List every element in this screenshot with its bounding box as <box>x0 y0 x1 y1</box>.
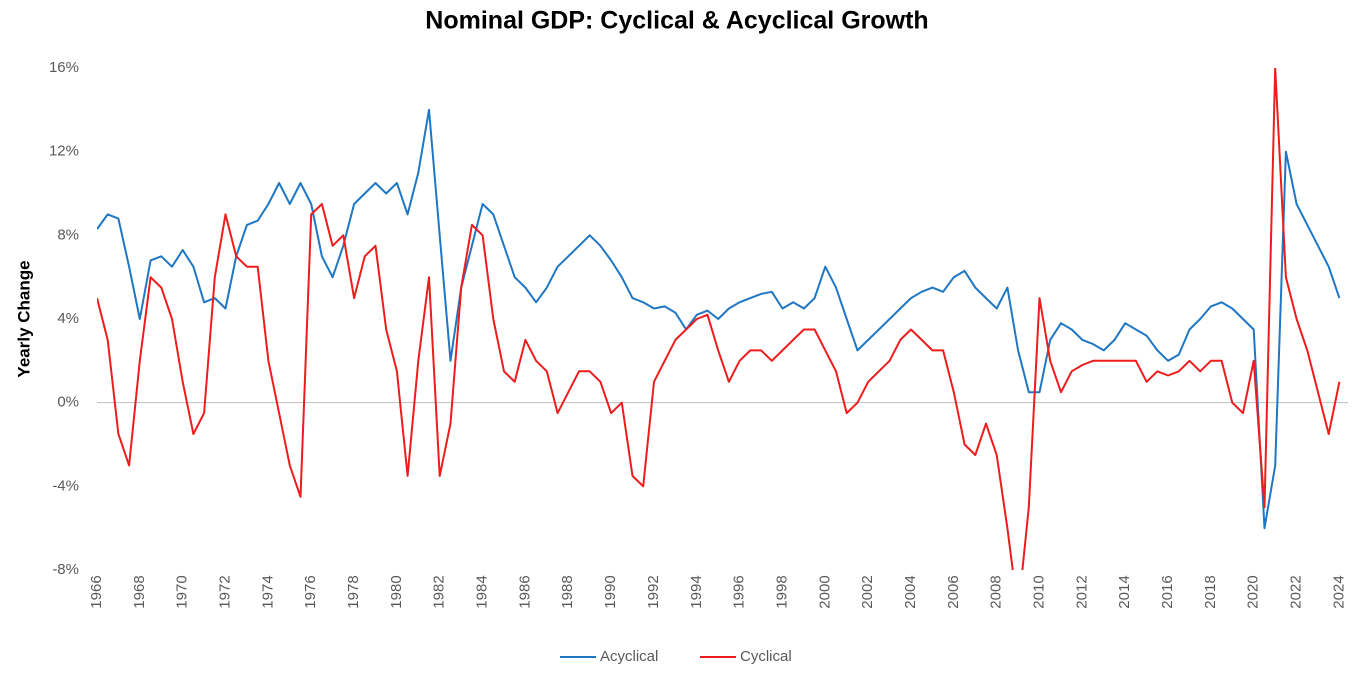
x-tick-label: 1986 <box>516 575 533 608</box>
x-tick-label: 1976 <box>302 575 319 608</box>
x-tick-label: 1980 <box>388 575 405 608</box>
x-tick-label: 1988 <box>559 575 576 608</box>
x-tick-label: 1972 <box>216 575 233 608</box>
x-tick-label: 2008 <box>988 575 1005 608</box>
x-tick-label: 2012 <box>1073 575 1090 608</box>
x-tick-label: 2002 <box>859 575 876 608</box>
x-tick-label: 2024 <box>1330 575 1347 608</box>
x-tick-label: 1982 <box>431 575 448 608</box>
chart-title: Nominal GDP: Cyclical & Acyclical Growth <box>425 7 928 35</box>
x-tick-label: 1978 <box>345 575 362 608</box>
x-tick-label: 1984 <box>474 575 491 608</box>
legend-label: Acyclical <box>600 648 658 665</box>
x-tick-label: 2018 <box>1202 575 1219 608</box>
y-tick-label: 16% <box>49 59 79 76</box>
y-tick-label: 8% <box>57 226 79 243</box>
x-tick-label: 1998 <box>773 575 790 608</box>
y-tick-label: -8% <box>52 561 79 578</box>
x-tick-label: 1994 <box>688 575 705 608</box>
x-tick-label: 2006 <box>945 575 962 608</box>
y-tick-label: 12% <box>49 143 79 160</box>
x-tick-label: 1968 <box>131 575 148 608</box>
legend-label: Cyclical <box>740 648 792 665</box>
y-tick-label: -4% <box>52 477 79 494</box>
x-tick-label: 2004 <box>902 575 919 608</box>
series-line <box>97 108 1341 530</box>
x-tick-label: 1996 <box>731 575 748 608</box>
x-tick-label: 1970 <box>174 575 191 608</box>
x-tick-label: 2010 <box>1031 575 1048 608</box>
x-tick-label: 2000 <box>816 575 833 608</box>
x-tick-label: 1974 <box>259 575 276 608</box>
x-tick-label: 1990 <box>602 575 619 608</box>
x-tick-label: 2016 <box>1159 575 1176 608</box>
x-tick-label: 1992 <box>645 575 662 608</box>
y-tick-label: 4% <box>57 310 79 327</box>
x-tick-label: 2020 <box>1245 575 1262 608</box>
y-tick-label: 0% <box>57 394 79 411</box>
y-axis-label: Yearly Change <box>14 260 33 377</box>
series-line <box>97 68 1341 570</box>
x-tick-label: 2014 <box>1116 575 1133 608</box>
x-tick-label: 1966 <box>88 575 105 608</box>
x-tick-label: 2022 <box>1288 575 1305 608</box>
